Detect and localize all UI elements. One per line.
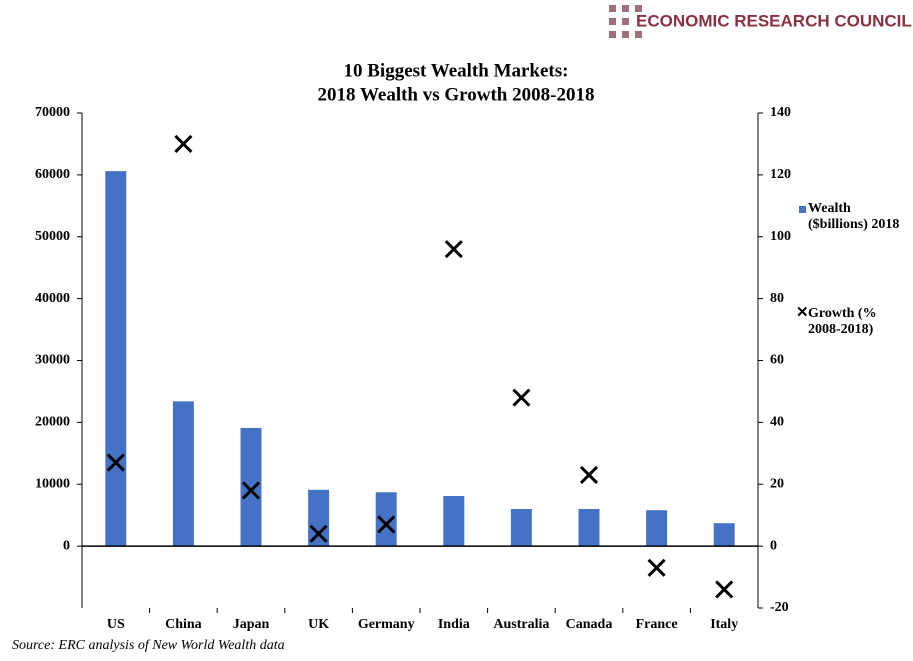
bar xyxy=(646,510,668,547)
marker xyxy=(106,453,125,472)
bar xyxy=(308,489,330,547)
marker xyxy=(647,558,666,577)
y2-tick-label: 40 xyxy=(770,415,784,430)
y2-tick-label: -20 xyxy=(770,600,789,615)
bar xyxy=(578,509,600,547)
bar xyxy=(240,427,262,547)
brand: ECONOMIC RESEARCH COUNCIL xyxy=(636,11,912,30)
x-tick-label: Germany xyxy=(358,617,415,632)
x-tick-label: US xyxy=(107,617,125,632)
y2-tick-label: 60 xyxy=(770,353,784,368)
marker xyxy=(444,240,463,259)
y-tick-label: 20000 xyxy=(35,415,70,430)
bar xyxy=(713,523,735,547)
x-tick-label: Japan xyxy=(233,617,270,632)
chart-title: 10 Biggest Wealth Markets: xyxy=(344,60,569,81)
x-tick-label: India xyxy=(438,617,470,632)
marker xyxy=(377,515,396,534)
x-tick-label: Australia xyxy=(493,617,549,632)
x-tick-label: Canada xyxy=(566,617,613,632)
bar xyxy=(443,496,465,547)
marker xyxy=(174,134,193,153)
x-tick-label: France xyxy=(636,617,678,632)
bar xyxy=(510,509,532,547)
bar xyxy=(375,492,397,547)
marker xyxy=(512,388,531,407)
legend-label: Growth (% 2008-2018) xyxy=(808,306,877,337)
marker xyxy=(715,580,734,599)
marker xyxy=(579,465,599,485)
legend-marker: ✕ xyxy=(796,305,809,321)
y-tick-label: 50000 xyxy=(35,229,70,244)
y2-tick-label: 0 xyxy=(770,538,777,553)
y-tick-label: 30000 xyxy=(35,353,70,368)
marker xyxy=(309,524,328,543)
legend-label: Wealth ($billions) 2018 xyxy=(808,201,900,232)
y-tick-label: 70000 xyxy=(35,105,70,120)
legend-entry: ✕ Growth (% 2008-2018) xyxy=(796,305,908,338)
bar xyxy=(172,401,194,547)
y-tick-label: 40000 xyxy=(35,291,70,306)
y2-tick-label: 80 xyxy=(770,291,784,306)
y-tick-label: 0 xyxy=(63,538,70,553)
y2-tick-label: 120 xyxy=(770,167,791,182)
chart-title: 2018 Wealth vs Growth 2008-2018 xyxy=(318,84,595,105)
source: Source: ERC analysis of New World Wealth… xyxy=(12,638,285,653)
x-tick-label: China xyxy=(165,617,202,632)
legend-entry: Wealth ($billions) 2018 xyxy=(799,201,908,233)
y-tick-label: 60000 xyxy=(35,167,70,182)
y2-tick-label: 140 xyxy=(770,105,791,120)
y2-tick-label: 20 xyxy=(770,476,784,491)
logo xyxy=(609,5,642,38)
bar xyxy=(105,171,127,547)
y-tick-label: 10000 xyxy=(35,476,70,491)
x-tick-label: Italy xyxy=(710,617,738,632)
marker xyxy=(241,481,261,500)
legend-swatch xyxy=(799,206,806,213)
x-tick-label: UK xyxy=(308,617,329,632)
y2-tick-label: 100 xyxy=(770,229,791,244)
